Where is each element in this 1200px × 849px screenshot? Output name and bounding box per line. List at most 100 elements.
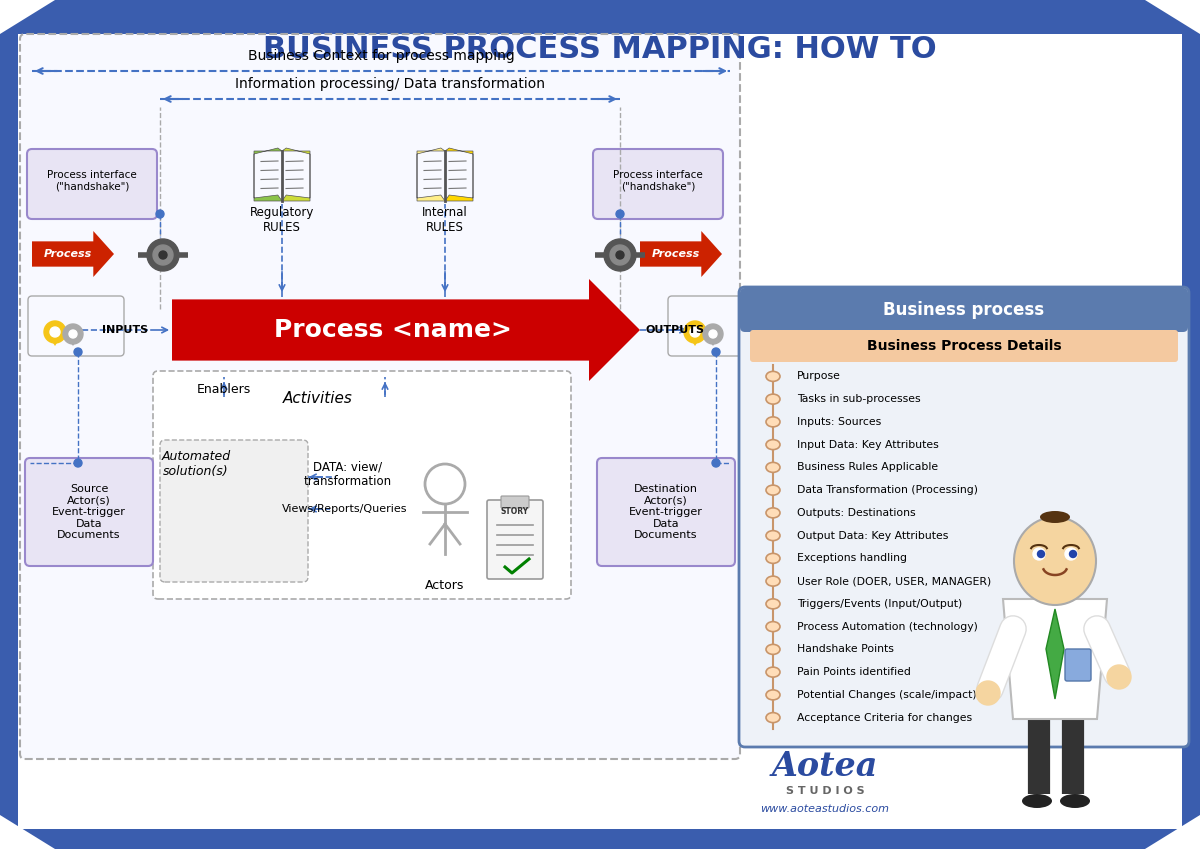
Ellipse shape: [766, 621, 780, 632]
Text: BUSINESS PROCESS MAPPING: HOW TO: BUSINESS PROCESS MAPPING: HOW TO: [263, 35, 937, 64]
Ellipse shape: [766, 712, 780, 722]
Circle shape: [604, 239, 636, 271]
Text: Potential Changes (scale/impact): Potential Changes (scale/impact): [797, 690, 977, 700]
Text: INPUTS: INPUTS: [102, 325, 148, 335]
FancyBboxPatch shape: [740, 288, 1188, 332]
Ellipse shape: [766, 463, 780, 472]
Polygon shape: [172, 279, 640, 381]
Polygon shape: [640, 231, 722, 277]
Circle shape: [74, 348, 82, 356]
Circle shape: [64, 324, 83, 344]
Ellipse shape: [766, 644, 780, 655]
FancyBboxPatch shape: [160, 440, 308, 582]
Text: Activities: Activities: [283, 391, 353, 406]
Ellipse shape: [1040, 511, 1070, 523]
Text: Automated
solution(s): Automated solution(s): [162, 450, 230, 478]
Circle shape: [148, 239, 179, 271]
FancyBboxPatch shape: [593, 149, 722, 219]
Bar: [0, 829, 1200, 849]
Ellipse shape: [766, 371, 780, 381]
Ellipse shape: [766, 667, 780, 678]
Polygon shape: [706, 334, 721, 346]
Polygon shape: [0, 815, 55, 849]
Circle shape: [976, 681, 1000, 705]
Circle shape: [1108, 665, 1132, 689]
FancyBboxPatch shape: [28, 149, 157, 219]
Text: Data Transformation (Processing): Data Transformation (Processing): [797, 485, 978, 495]
Circle shape: [1033, 548, 1045, 560]
Text: Inputs: Sources: Inputs: Sources: [797, 417, 881, 427]
Ellipse shape: [766, 576, 780, 586]
Ellipse shape: [766, 394, 780, 404]
Text: Aotea: Aotea: [772, 751, 878, 784]
Polygon shape: [1003, 599, 1108, 719]
Text: Information processing/ Data transformation: Information processing/ Data transformat…: [235, 77, 545, 91]
Circle shape: [610, 245, 630, 265]
Text: Acceptance Criteria for changes: Acceptance Criteria for changes: [797, 712, 972, 722]
Text: Handshake Points: Handshake Points: [797, 644, 894, 655]
Text: STORY: STORY: [500, 508, 529, 516]
FancyBboxPatch shape: [487, 500, 542, 579]
Circle shape: [703, 324, 722, 344]
Text: Outputs: Destinations: Outputs: Destinations: [797, 508, 916, 518]
Text: Process interface
("handshake"): Process interface ("handshake"): [613, 170, 703, 192]
Circle shape: [156, 210, 164, 218]
Ellipse shape: [766, 508, 780, 518]
Text: Business process: Business process: [883, 301, 1044, 319]
Circle shape: [74, 459, 82, 467]
FancyBboxPatch shape: [502, 496, 529, 508]
Text: www.aoteastudios.com: www.aoteastudios.com: [761, 804, 889, 814]
Text: Enablers: Enablers: [197, 383, 251, 396]
Text: Process: Process: [652, 249, 700, 259]
Text: Process: Process: [43, 249, 92, 259]
Polygon shape: [1046, 609, 1064, 699]
Text: Business Context for process mapping: Business Context for process mapping: [247, 49, 515, 63]
Circle shape: [70, 330, 77, 338]
Ellipse shape: [766, 599, 780, 609]
Circle shape: [50, 327, 60, 337]
Ellipse shape: [766, 485, 780, 495]
Circle shape: [154, 245, 173, 265]
Text: Business Rules Applicable: Business Rules Applicable: [797, 463, 938, 472]
Ellipse shape: [766, 690, 780, 700]
Text: DATA: view/
transformation: DATA: view/ transformation: [304, 460, 392, 488]
Text: Actors: Actors: [425, 579, 464, 592]
Ellipse shape: [1022, 794, 1052, 808]
Polygon shape: [282, 148, 310, 201]
Text: User Role (DOER, USER, MANAGER): User Role (DOER, USER, MANAGER): [797, 576, 991, 586]
Polygon shape: [418, 148, 445, 201]
Polygon shape: [32, 231, 114, 277]
FancyBboxPatch shape: [739, 287, 1189, 747]
FancyBboxPatch shape: [20, 34, 740, 759]
Text: Purpose: Purpose: [797, 371, 841, 381]
Bar: [0, 0, 1200, 34]
Circle shape: [616, 210, 624, 218]
Text: Views/Reports/Queries: Views/Reports/Queries: [282, 504, 408, 514]
FancyBboxPatch shape: [154, 371, 571, 599]
Polygon shape: [254, 148, 282, 201]
Circle shape: [1038, 550, 1044, 558]
Text: Business Process Details: Business Process Details: [866, 339, 1061, 353]
Polygon shape: [445, 148, 473, 201]
Text: Exceptions handling: Exceptions handling: [797, 554, 907, 564]
Text: S T U D I O S: S T U D I O S: [786, 786, 864, 796]
Circle shape: [712, 348, 720, 356]
Ellipse shape: [766, 554, 780, 564]
Ellipse shape: [766, 417, 780, 427]
Polygon shape: [0, 0, 55, 34]
FancyBboxPatch shape: [25, 458, 154, 566]
Text: OUTPUTS: OUTPUTS: [646, 325, 704, 335]
Bar: [0, 0, 18, 849]
Ellipse shape: [1060, 794, 1090, 808]
Text: Destination
Actor(s)
Event-trigger
Data
Documents: Destination Actor(s) Event-trigger Data …: [629, 484, 703, 540]
Polygon shape: [1145, 0, 1200, 34]
Circle shape: [616, 251, 624, 259]
Ellipse shape: [766, 440, 780, 450]
Circle shape: [690, 327, 700, 337]
Text: Process <name>: Process <name>: [275, 318, 512, 342]
FancyBboxPatch shape: [1066, 649, 1091, 681]
Circle shape: [44, 321, 66, 343]
Polygon shape: [1145, 815, 1200, 849]
Circle shape: [684, 321, 706, 343]
Polygon shape: [65, 334, 82, 346]
